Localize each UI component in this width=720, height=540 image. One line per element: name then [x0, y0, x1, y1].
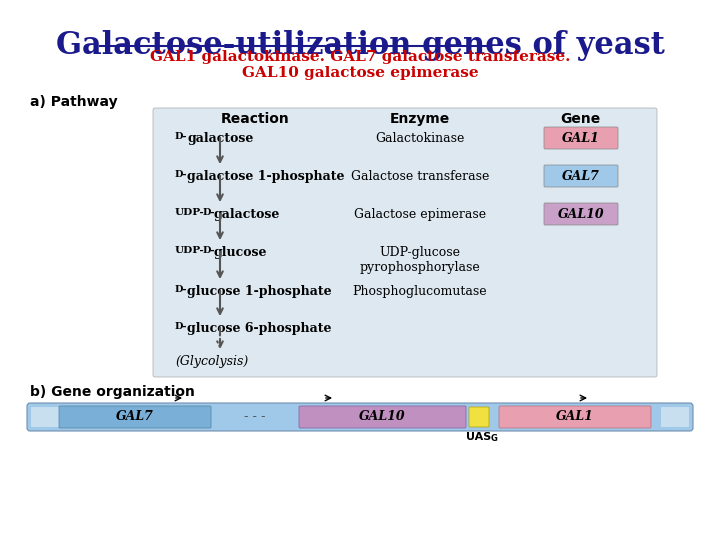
Text: UDP-: UDP-	[175, 208, 204, 217]
Text: G: G	[491, 434, 498, 443]
Text: GAL7: GAL7	[562, 170, 600, 183]
FancyBboxPatch shape	[31, 407, 45, 427]
Text: Enzyme: Enzyme	[390, 112, 450, 126]
Text: GAL1: GAL1	[562, 132, 600, 145]
Text: Galactokinase: Galactokinase	[375, 132, 464, 145]
Text: UDP-glucose
pyrophosphorylase: UDP-glucose pyrophosphorylase	[359, 246, 480, 274]
Text: UAS: UAS	[467, 432, 492, 442]
FancyBboxPatch shape	[544, 127, 618, 149]
Text: D-: D-	[175, 132, 187, 141]
Text: a) Pathway: a) Pathway	[30, 95, 117, 109]
Text: glucose 6-phosphate: glucose 6-phosphate	[187, 322, 331, 335]
Text: glucose: glucose	[213, 246, 266, 259]
Text: GAL10: GAL10	[359, 410, 406, 423]
FancyBboxPatch shape	[153, 108, 657, 377]
Text: D-: D-	[175, 285, 187, 294]
FancyBboxPatch shape	[544, 165, 618, 187]
FancyBboxPatch shape	[299, 406, 466, 428]
FancyBboxPatch shape	[499, 406, 651, 428]
FancyBboxPatch shape	[544, 203, 618, 225]
Text: D-: D-	[203, 246, 215, 255]
FancyBboxPatch shape	[45, 407, 59, 427]
Text: b) Gene organization: b) Gene organization	[30, 385, 195, 399]
FancyBboxPatch shape	[59, 406, 211, 428]
Text: D-: D-	[175, 170, 187, 179]
Text: GAL10 galactose epimerase: GAL10 galactose epimerase	[242, 66, 478, 80]
Text: GAL1 galactokinase. GAL7 galactose transferase.: GAL1 galactokinase. GAL7 galactose trans…	[150, 50, 570, 64]
Text: Reaction: Reaction	[220, 112, 289, 126]
Text: GAL1: GAL1	[556, 410, 594, 423]
Text: - - -: - - -	[244, 410, 266, 423]
Text: galactose: galactose	[187, 132, 253, 145]
Text: Galactose transferase: Galactose transferase	[351, 170, 489, 183]
Text: glucose 1-phosphate: glucose 1-phosphate	[187, 285, 332, 298]
Text: Gene: Gene	[560, 112, 600, 126]
Text: UDP-: UDP-	[175, 246, 204, 255]
FancyBboxPatch shape	[27, 403, 693, 431]
FancyBboxPatch shape	[469, 407, 489, 427]
Text: GAL7: GAL7	[116, 410, 154, 423]
FancyBboxPatch shape	[675, 407, 689, 427]
FancyBboxPatch shape	[661, 407, 675, 427]
Text: Galactose-utilization genes of yeast: Galactose-utilization genes of yeast	[55, 30, 665, 61]
Text: D-: D-	[203, 208, 215, 217]
Text: galactose 1-phosphate: galactose 1-phosphate	[187, 170, 344, 183]
Text: galactose: galactose	[213, 208, 279, 221]
Text: Phosphoglucomutase: Phosphoglucomutase	[353, 285, 487, 298]
Text: D-: D-	[175, 322, 187, 331]
Text: Galactose epimerase: Galactose epimerase	[354, 208, 486, 221]
Text: GAL10: GAL10	[558, 207, 604, 220]
Text: (Glycolysis): (Glycolysis)	[175, 355, 248, 368]
